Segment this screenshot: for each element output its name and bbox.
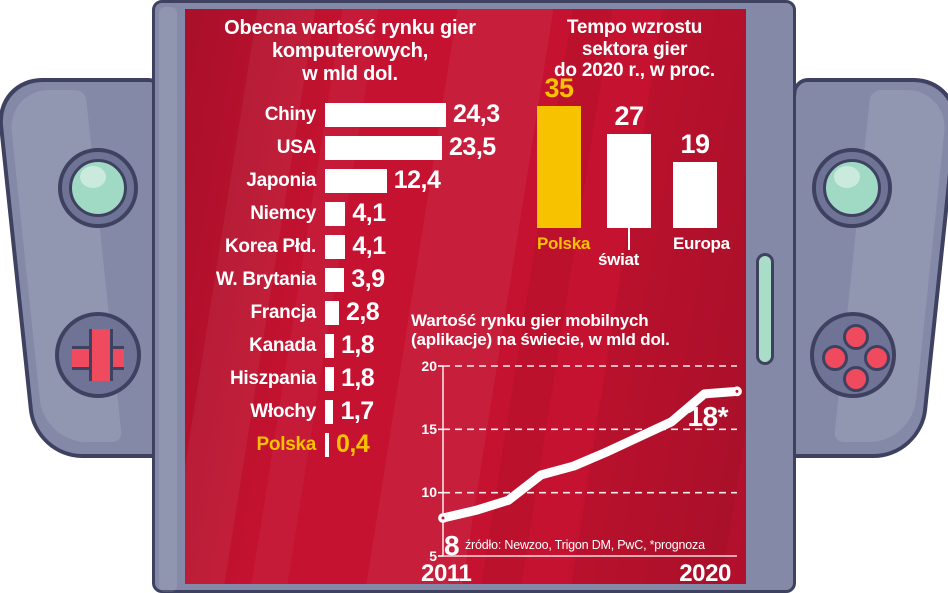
country-value-label: 24,3 <box>453 100 500 129</box>
panel-sector-growth: Tempo wzrostu sektora gier do 2020 r., w… <box>523 17 746 269</box>
country-name-label: Polska <box>256 433 317 455</box>
panel-title-mobile-market: Wartość rynku gier mobilnych (aplikacje)… <box>407 311 746 350</box>
growth-column: 19 Europa <box>673 129 730 253</box>
country-value-label: 4,1 <box>352 232 386 261</box>
country-bar-row: Chiny 24,3 <box>185 98 515 131</box>
title-line: Wartość rynku gier mobilnych <box>411 311 649 330</box>
title-line: Tempo wzrostu <box>566 17 703 38</box>
console-screen: Obecna wartość rynku gier komputerowych,… <box>185 9 746 584</box>
country-value-label: 3,9 <box>351 265 385 294</box>
growth-value-label: 27 <box>614 100 644 131</box>
country-value-label: 1,8 <box>340 331 375 360</box>
growth-column-bar <box>537 105 581 228</box>
line-start-value-label: 8 <box>444 529 460 561</box>
title-line: komputerowych, <box>271 39 429 62</box>
dpad-left[interactable] <box>55 312 141 398</box>
y-axis-tick-label: 10 <box>421 484 437 501</box>
country-bar-row: W. Brytania 3,9 <box>185 263 515 296</box>
country-name-label: Korea Płd. <box>225 235 316 257</box>
country-bar-row: Korea Płd. 4,1 <box>185 230 515 263</box>
country-value-label: 1,8 <box>340 364 375 393</box>
country-name-label: W. Brytania <box>215 268 316 290</box>
country-bar-row: Japonia 12,4 <box>185 164 515 197</box>
country-value-bar <box>325 399 334 424</box>
growth-column: 27 <box>607 101 651 228</box>
country-bar-row: Polska 0,4 <box>185 428 515 461</box>
country-bar-row: Włochy 1,7 <box>185 395 515 428</box>
title-line: do 2020 r., w proc. <box>554 60 715 82</box>
analog-stick-cap-icon <box>823 159 881 217</box>
panel-title-market-value: Obecna wartość rynku gier komputerowych,… <box>185 17 515 85</box>
line-series-path <box>438 386 742 523</box>
y-axis-tick-label: 20 <box>421 357 437 374</box>
country-bar-row: Kanada 1,8 <box>185 329 515 362</box>
panel-mobile-market: Wartość rynku gier mobilnych (aplikacje)… <box>407 311 746 584</box>
country-value-bar <box>325 366 334 391</box>
country-value-bar <box>325 102 446 127</box>
country-bar-list: Chiny 24,3 USA 23,5 Japonia 12,4 Niemcy 4,1 Kore… <box>185 98 515 461</box>
growth-column-bar <box>673 161 717 228</box>
bezel-highlight <box>159 7 177 592</box>
growth-value-label: 19 <box>680 128 710 159</box>
country-value-bar <box>325 300 339 325</box>
country-name-label: Kanada <box>249 334 316 356</box>
country-value-label: 4,1 <box>352 199 386 228</box>
growth-column-chart: 35 Polska 27 19 Europa świat <box>523 73 746 269</box>
y-axis-tick-label: 15 <box>421 421 437 438</box>
growth-column: 35 Polska <box>537 73 590 253</box>
title-line: sektora gier <box>581 38 688 60</box>
mobile-market-line-chart: 5 10 15 20 2011 2020 8 18* źródło: Newzoo, Trigo… <box>407 358 746 584</box>
country-name-label: Hiszpania <box>230 367 316 389</box>
title-line: (aplikacje) na świecie, w mld dol. <box>411 330 670 350</box>
line-chart-svg <box>438 364 742 557</box>
x-axis-label-end: 2020 <box>679 559 731 584</box>
analog-stick-right[interactable] <box>812 148 892 228</box>
dpad-cross-icon <box>72 329 124 381</box>
x-axis-label-start: 2011 <box>421 559 472 584</box>
speaker-light-bar-icon <box>756 253 774 365</box>
title-line: Obecna wartość rynku gier <box>224 17 476 39</box>
country-bar-row: Niemcy 4,1 <box>185 197 515 230</box>
growth-category-label: Polska <box>537 233 591 253</box>
country-name-label: USA <box>276 136 317 158</box>
country-bar-row: Francja 2,8 <box>185 296 515 329</box>
source-note: źródło: Newzoo, Trigon DM, PwC, *prognoz… <box>465 537 705 552</box>
country-value-bar <box>325 168 387 193</box>
leader-line-swiat <box>628 223 630 250</box>
panel-title-sector-growth: Tempo wzrostu sektora gier do 2020 r., w… <box>523 17 746 82</box>
growth-column-bar <box>607 133 651 228</box>
growth-category-label-swiat: świat <box>598 249 640 269</box>
line-end-marker <box>732 386 742 396</box>
country-name-label: Włochy <box>250 400 316 422</box>
country-value-label: 23,5 <box>449 133 496 162</box>
analog-stick-left[interactable] <box>58 148 138 228</box>
country-name-label: Japonia <box>246 169 316 191</box>
line-start-marker <box>438 512 448 523</box>
line-end-value-label: 18* <box>687 401 728 433</box>
country-name-label: Chiny <box>264 103 317 125</box>
country-bar-row: Hiszpania 1,8 <box>185 362 515 395</box>
y-axis-tick-label: 5 <box>429 547 437 564</box>
country-bar-row: USA 23,5 <box>185 131 515 164</box>
country-value-label: 1,7 <box>340 397 374 426</box>
country-value-bar <box>325 432 329 457</box>
country-value-bar <box>325 234 346 259</box>
analog-stick-cap-icon <box>69 159 127 217</box>
country-name-label: Francja <box>250 301 317 323</box>
title-line: w mld dol. <box>302 62 398 85</box>
action-buttons-right[interactable] <box>810 312 896 398</box>
country-value-bar <box>325 267 345 292</box>
growth-category-label: Europa <box>673 233 730 253</box>
country-value-label: 0,4 <box>336 430 370 459</box>
country-value-bar <box>325 201 346 226</box>
country-value-bar <box>325 135 443 160</box>
panel-market-value-by-country: Obecna wartość rynku gier komputerowych,… <box>185 17 515 461</box>
country-value-label: 12,4 <box>393 166 441 195</box>
action-buttons-diamond-icon <box>822 324 890 392</box>
country-name-label: Niemcy <box>250 202 316 224</box>
country-value-bar <box>325 333 334 358</box>
country-value-label: 2,8 <box>345 298 380 327</box>
growth-value-label: 35 <box>544 72 574 103</box>
